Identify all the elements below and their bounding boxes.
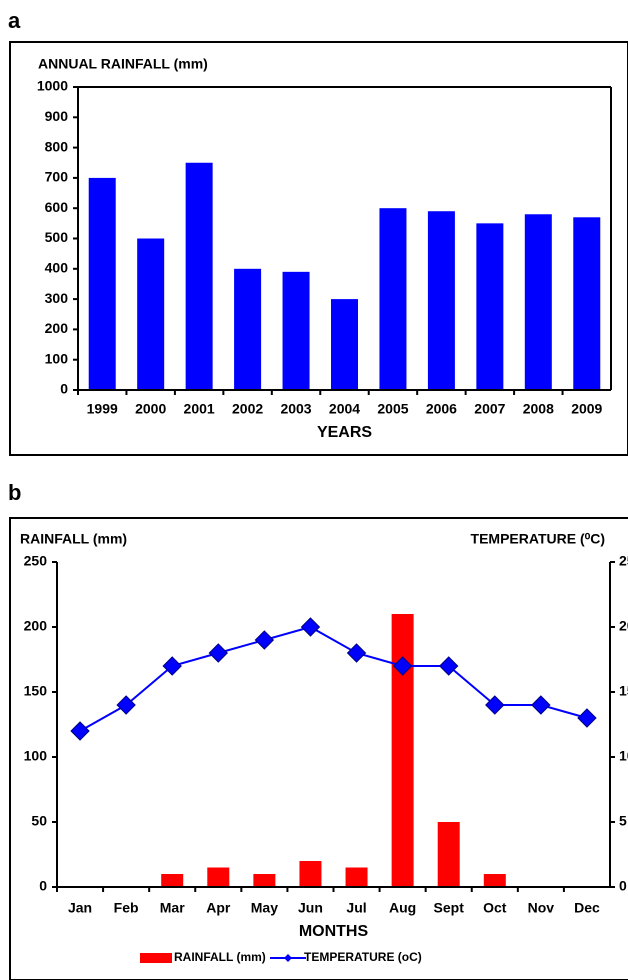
x-tick-label: 2009 <box>571 401 602 417</box>
x-tick-label: Sept <box>434 900 465 916</box>
marker <box>116 695 136 715</box>
frame <box>9 41 628 456</box>
marker <box>208 643 228 663</box>
bar <box>161 874 184 887</box>
y2-tick-label: 10 <box>619 748 628 764</box>
bar <box>345 867 368 887</box>
panel-label: b <box>8 480 21 505</box>
bar <box>299 861 322 887</box>
y-tick-label: 200 <box>45 320 69 336</box>
y-axis-title: ANNUAL RAINFALL (mm) <box>38 56 208 72</box>
panel-label: a <box>8 8 21 33</box>
marker <box>346 643 367 663</box>
y-tick-label: 900 <box>45 108 69 124</box>
marker <box>439 656 459 676</box>
legend-label: RAINFALL (mm) <box>174 950 266 964</box>
y2-axis-title: TEMPERATURE (⁰C) <box>471 531 605 547</box>
bar <box>234 268 262 390</box>
x-tick-label: 2006 <box>426 401 457 417</box>
y-tick-label: 50 <box>31 813 47 829</box>
y2-tick-label: 20 <box>619 618 628 634</box>
x-tick-label: Jul <box>346 900 366 916</box>
marker <box>577 708 597 728</box>
bar <box>437 822 460 887</box>
x-tick-label: May <box>251 900 278 916</box>
x-tick-label: 1999 <box>87 401 118 417</box>
x-tick-label: 2004 <box>329 401 360 417</box>
y2-tick-label: 0 <box>619 878 627 894</box>
y-axis-title: RAINFALL (mm) <box>20 531 127 547</box>
bar <box>391 614 414 887</box>
bar <box>253 874 276 887</box>
y-tick-label: 500 <box>45 229 69 245</box>
y-tick-label: 100 <box>24 748 48 764</box>
bar <box>282 271 310 390</box>
y-tick-label: 0 <box>60 381 68 397</box>
bar <box>137 238 165 390</box>
x-tick-label: Aug <box>389 900 416 916</box>
x-tick-label: 2000 <box>135 401 166 417</box>
marker <box>254 630 275 650</box>
y-tick-label: 100 <box>45 350 69 366</box>
marker <box>485 695 505 715</box>
y-tick-label: 600 <box>45 199 69 215</box>
x-tick-label: 2003 <box>280 401 311 417</box>
y-tick-label: 200 <box>24 618 48 634</box>
x-tick-label: Oct <box>483 900 507 916</box>
x-tick-label: Dec <box>574 900 600 916</box>
y-tick-label: 800 <box>45 138 69 154</box>
x-tick-label: Jun <box>298 900 323 916</box>
x-tick-label: 2005 <box>377 401 408 417</box>
y-tick-label: 0 <box>39 878 47 894</box>
y2-tick-label: 15 <box>619 683 628 699</box>
x-tick-label: 2002 <box>232 401 263 417</box>
x-tick-label: 2008 <box>523 401 554 417</box>
y-tick-label: 150 <box>24 683 48 699</box>
x-tick-label: Nov <box>528 900 555 916</box>
y2-tick-label: 25 <box>619 553 628 569</box>
marker <box>162 656 182 676</box>
x-axis-title: MONTHS <box>299 923 369 940</box>
line <box>79 625 588 732</box>
bar <box>476 223 504 390</box>
x-tick-label: Apr <box>206 900 231 916</box>
x-axis-title: YEARS <box>317 424 372 441</box>
x-tick-label: 2007 <box>474 401 505 417</box>
bar <box>88 177 116 390</box>
y-tick-label: 1000 <box>37 78 68 94</box>
y-tick-label: 300 <box>45 290 69 306</box>
bar <box>379 208 407 390</box>
y-tick-label: 700 <box>45 169 69 185</box>
y-tick-label: 400 <box>45 260 69 276</box>
legend-marker <box>284 954 292 962</box>
bar <box>331 299 358 390</box>
y-tick-label: 250 <box>24 553 48 569</box>
marker <box>531 695 551 715</box>
bar <box>524 214 552 390</box>
legend-swatch <box>140 953 172 963</box>
frame <box>9 517 628 980</box>
x-tick-label: Mar <box>160 900 185 916</box>
bar <box>427 211 455 390</box>
marker <box>70 721 90 741</box>
y2-tick-label: 5 <box>619 813 627 829</box>
bar <box>573 217 601 390</box>
legend-label: TEMPERATURE (oC) <box>304 950 422 964</box>
bar <box>207 867 230 887</box>
bar <box>483 874 506 887</box>
x-tick-label: Jan <box>68 900 92 916</box>
x-tick-label: 2001 <box>184 401 215 417</box>
bar <box>185 162 213 390</box>
x-tick-label: Feb <box>114 900 139 916</box>
marker <box>300 617 321 637</box>
marker <box>392 656 413 676</box>
